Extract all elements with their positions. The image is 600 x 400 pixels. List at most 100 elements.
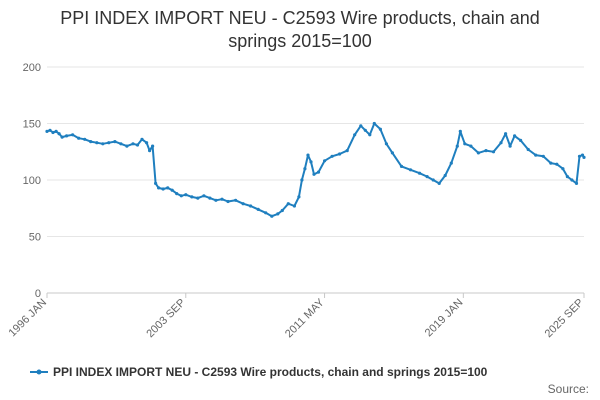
data-point[interactable] bbox=[234, 198, 238, 202]
data-point[interactable] bbox=[145, 141, 149, 145]
data-point[interactable] bbox=[51, 130, 55, 135]
data-point[interactable] bbox=[363, 128, 367, 132]
data-point[interactable] bbox=[359, 124, 363, 128]
data-point[interactable] bbox=[179, 194, 183, 198]
data-point[interactable] bbox=[276, 212, 280, 216]
data-point[interactable] bbox=[345, 149, 349, 153]
data-point[interactable] bbox=[140, 137, 144, 141]
data-point[interactable] bbox=[175, 192, 179, 196]
data-point[interactable] bbox=[196, 196, 200, 200]
data-point[interactable] bbox=[54, 129, 58, 133]
data-point[interactable] bbox=[408, 168, 413, 172]
data-point[interactable] bbox=[48, 128, 52, 132]
data-point[interactable] bbox=[57, 132, 61, 136]
data-point[interactable] bbox=[148, 149, 152, 153]
data-point[interactable] bbox=[292, 204, 296, 208]
data-point[interactable] bbox=[45, 129, 49, 133]
data-point[interactable] bbox=[190, 195, 194, 199]
data-point[interactable] bbox=[437, 181, 441, 185]
data-point[interactable] bbox=[161, 187, 165, 191]
data-point[interactable] bbox=[297, 195, 301, 199]
data-point[interactable] bbox=[570, 178, 574, 182]
data-point[interactable] bbox=[390, 151, 394, 155]
data-point[interactable] bbox=[499, 141, 503, 145]
data-point[interactable] bbox=[491, 150, 496, 154]
data-point[interactable] bbox=[113, 140, 117, 144]
data-point[interactable] bbox=[555, 162, 559, 166]
data-point[interactable] bbox=[226, 199, 230, 204]
data-point[interactable] bbox=[95, 141, 99, 145]
data-point[interactable] bbox=[131, 142, 135, 146]
data-point[interactable] bbox=[449, 161, 453, 165]
data-point[interactable] bbox=[455, 144, 459, 148]
data-point[interactable] bbox=[303, 167, 307, 171]
data-point[interactable] bbox=[65, 134, 69, 138]
data-point[interactable] bbox=[220, 197, 224, 201]
data-point[interactable] bbox=[582, 155, 586, 159]
data-point[interactable] bbox=[312, 172, 316, 176]
data-point[interactable] bbox=[418, 171, 422, 175]
data-point[interactable] bbox=[484, 149, 488, 153]
data-point[interactable] bbox=[378, 127, 382, 131]
data-point[interactable] bbox=[384, 142, 388, 146]
data-point[interactable] bbox=[202, 194, 206, 198]
data-point[interactable] bbox=[508, 144, 512, 148]
data-point[interactable] bbox=[541, 154, 545, 158]
data-point[interactable] bbox=[71, 133, 75, 137]
data-point[interactable] bbox=[580, 153, 585, 157]
data-point[interactable] bbox=[241, 202, 245, 206]
data-point[interactable] bbox=[565, 175, 570, 179]
data-point[interactable] bbox=[431, 178, 435, 182]
data-point[interactable] bbox=[125, 144, 129, 148]
data-point[interactable] bbox=[151, 144, 155, 148]
data-point[interactable] bbox=[476, 151, 480, 155]
data-point[interactable] bbox=[286, 202, 290, 206]
data-point[interactable] bbox=[249, 204, 253, 208]
data-point[interactable] bbox=[166, 186, 170, 190]
data-point[interactable] bbox=[135, 143, 140, 147]
data-point[interactable] bbox=[549, 161, 553, 165]
data-point[interactable] bbox=[77, 136, 81, 140]
data-point[interactable] bbox=[184, 193, 188, 197]
data-point[interactable] bbox=[170, 188, 174, 192]
data-point[interactable] bbox=[534, 153, 538, 157]
data-point[interactable] bbox=[208, 196, 212, 200]
data-point[interactable] bbox=[214, 198, 218, 202]
data-point[interactable] bbox=[60, 135, 64, 139]
data-point[interactable] bbox=[561, 167, 565, 171]
data-point[interactable] bbox=[330, 154, 334, 158]
data-point[interactable] bbox=[316, 170, 321, 174]
data-point[interactable] bbox=[270, 214, 274, 218]
data-point[interactable] bbox=[519, 138, 523, 142]
data-point[interactable] bbox=[368, 133, 372, 137]
data-point[interactable] bbox=[101, 142, 105, 146]
data-point[interactable] bbox=[338, 152, 342, 156]
data-point[interactable] bbox=[353, 133, 357, 137]
data-point[interactable] bbox=[463, 142, 467, 146]
data-point[interactable] bbox=[323, 159, 327, 163]
data-point[interactable] bbox=[574, 181, 579, 185]
data-point[interactable] bbox=[107, 141, 111, 145]
data-point[interactable] bbox=[83, 137, 87, 141]
legend[interactable]: PPI INDEX IMPORT NEU - C2593 Wire produc… bbox=[30, 365, 488, 379]
data-point[interactable] bbox=[425, 175, 429, 179]
data-point[interactable] bbox=[280, 208, 284, 213]
data-point[interactable] bbox=[154, 181, 158, 185]
data-point[interactable] bbox=[513, 134, 517, 138]
data-point[interactable] bbox=[119, 142, 123, 146]
data-point[interactable] bbox=[264, 211, 268, 215]
data-point[interactable] bbox=[443, 173, 447, 178]
data-point[interactable] bbox=[300, 178, 304, 182]
data-point[interactable] bbox=[526, 147, 530, 152]
data-point[interactable] bbox=[306, 153, 310, 157]
data-point[interactable] bbox=[399, 164, 404, 168]
data-point[interactable] bbox=[469, 144, 473, 148]
data-point[interactable] bbox=[256, 207, 260, 211]
data-point[interactable] bbox=[89, 140, 93, 144]
data-point[interactable] bbox=[577, 154, 582, 158]
data-point[interactable] bbox=[504, 132, 508, 136]
data-point[interactable] bbox=[458, 129, 462, 133]
data-point[interactable] bbox=[157, 186, 161, 190]
data-point[interactable] bbox=[309, 160, 313, 164]
data-point[interactable] bbox=[372, 121, 376, 126]
